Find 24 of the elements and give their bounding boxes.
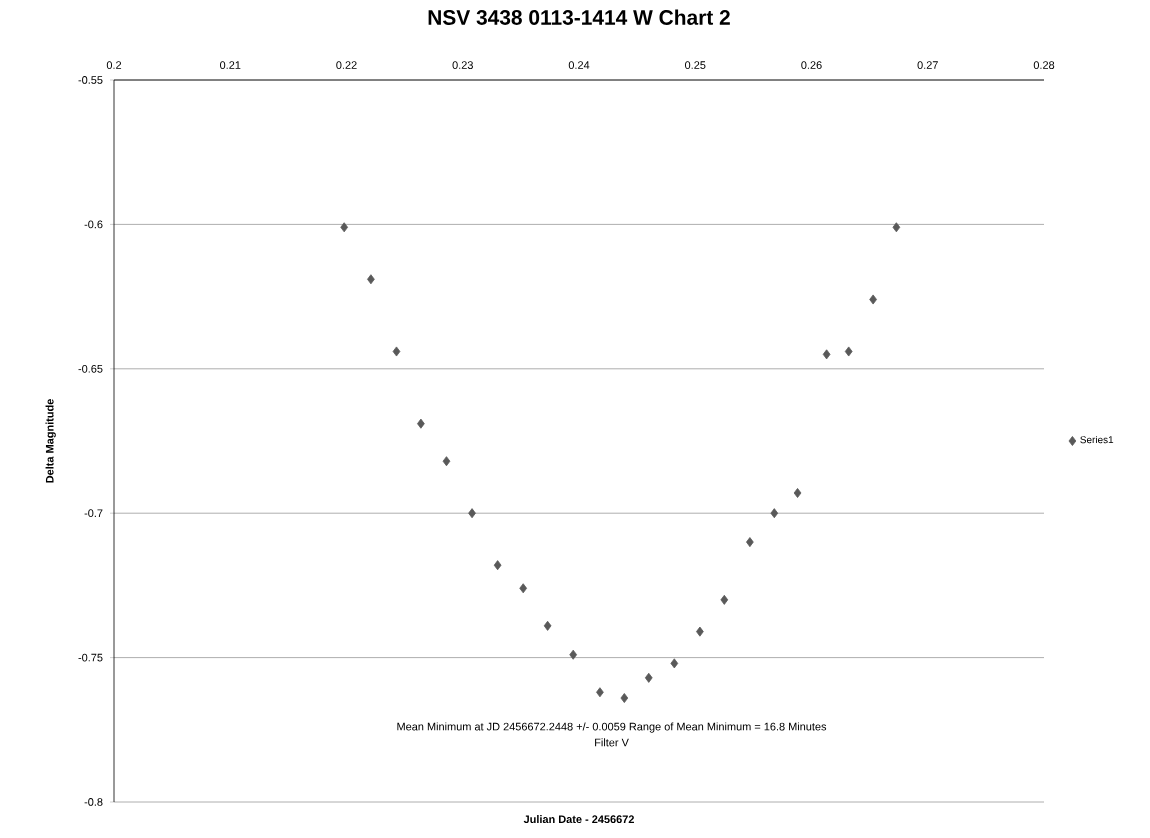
point bbox=[468, 508, 476, 519]
point bbox=[569, 649, 578, 660]
point bbox=[844, 346, 853, 357]
point bbox=[596, 687, 604, 698]
point bbox=[822, 349, 831, 360]
point bbox=[892, 222, 901, 233]
point bbox=[746, 537, 754, 548]
point bbox=[417, 418, 425, 429]
point bbox=[620, 693, 629, 704]
point bbox=[442, 456, 451, 467]
point bbox=[720, 594, 729, 605]
point bbox=[340, 222, 349, 233]
point bbox=[367, 274, 375, 285]
point bbox=[770, 508, 779, 519]
point bbox=[392, 346, 401, 357]
point bbox=[869, 294, 877, 305]
chart-title: NSV 3438 0113-1414 W Chart 2 bbox=[428, 9, 730, 25]
point bbox=[493, 560, 502, 571]
point bbox=[793, 488, 802, 498]
point bbox=[696, 626, 704, 637]
point bbox=[543, 620, 552, 631]
point bbox=[519, 583, 528, 594]
point bbox=[644, 672, 653, 683]
point bbox=[670, 658, 679, 669]
